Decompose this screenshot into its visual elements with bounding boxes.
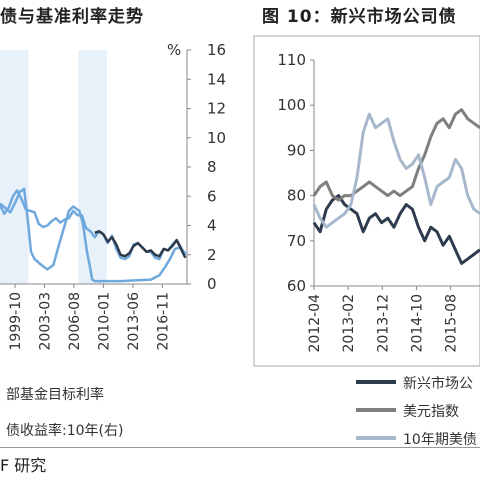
source-divider <box>0 447 480 448</box>
recession-shade-1 <box>0 50 29 284</box>
left-series-line-3 <box>94 230 187 259</box>
right-x-tick-label: 2013-02 <box>341 294 357 353</box>
left-x-tick-label: 2013-06 <box>126 292 142 351</box>
left-y-tick-label: 14 <box>207 70 226 88</box>
right-y-tick-label: 100 <box>277 96 306 114</box>
left-y-tick-label: 6 <box>207 187 217 205</box>
right-series-line-1 <box>312 194 480 265</box>
legend-label-10y-yield: 债收益率:10年(右) <box>6 423 124 439</box>
left-y-tick-label: 8 <box>207 158 217 176</box>
left-y-tick-label: 2 <box>207 246 217 264</box>
right-chart-title: 图 10：新兴市场公司债 <box>262 7 457 27</box>
right-x-tick-label: 2013-12 <box>375 294 391 353</box>
right-chart-frame <box>253 35 480 367</box>
left-y-tick-label: 0 <box>207 275 217 293</box>
left-y-tick-label: 4 <box>207 217 217 235</box>
right-x-tick-label: 2012-04 <box>307 294 323 353</box>
source-note: F 研究 <box>0 456 47 475</box>
left-x-tick-label: 2016-11 <box>155 292 171 351</box>
right-y-tick-label: 70 <box>287 232 306 250</box>
left-x-tick-label: 2003-03 <box>38 292 54 351</box>
left-series-line-1 <box>0 187 187 283</box>
left-x-tick-label: 2006-08 <box>67 292 83 351</box>
left-y-unit-label: % <box>167 41 181 59</box>
legend-label-ust10: 10年期美债 <box>403 432 477 448</box>
right-series-line-2 <box>312 108 480 202</box>
left-x-tick-label: 1999-10 <box>8 292 24 351</box>
right-x-tick-label: 2015-08 <box>444 294 460 353</box>
left-y-tick-label: 12 <box>207 100 226 118</box>
legend-label-em-corp: 新兴市场公 <box>403 376 473 392</box>
right-series-line-3 <box>312 112 480 229</box>
right-y-tick-label: 110 <box>277 51 306 69</box>
legend-label-policy-rate: 部基金目标利率 <box>6 387 104 403</box>
legend-label-dxy: 美元指数 <box>403 404 459 420</box>
right-y-tick-label: 80 <box>287 187 306 205</box>
left-y-tick-label: 10 <box>207 129 226 147</box>
left-x-tick-label: 2010-01 <box>96 292 112 351</box>
right-y-tick-label: 60 <box>287 277 306 295</box>
left-series-line-2 <box>0 189 187 261</box>
right-x-tick-label: 2014-10 <box>409 294 425 353</box>
right-y-tick-label: 90 <box>287 141 306 159</box>
left-chart-title: 债与基准利率走势 <box>0 7 144 27</box>
recession-shade-2 <box>78 50 107 284</box>
left-y-tick-label: 16 <box>207 41 226 59</box>
